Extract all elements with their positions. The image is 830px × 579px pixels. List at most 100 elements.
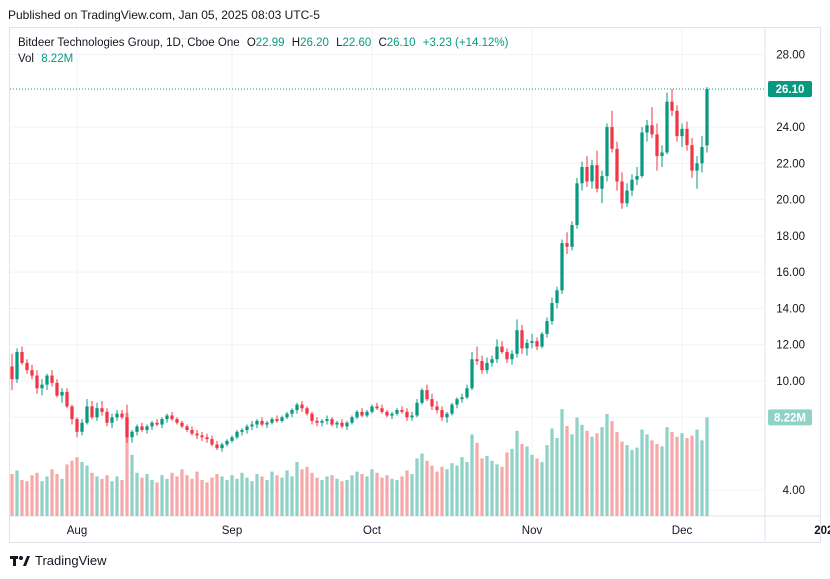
volume-bar: [250, 481, 254, 516]
volume-bar: [595, 433, 599, 516]
price-tick-label: 12.00: [776, 340, 805, 352]
candle-body: [145, 426, 149, 430]
volume-bar: [130, 454, 134, 516]
candle-body: [215, 444, 219, 449]
candle-body: [335, 422, 339, 425]
candle-body: [140, 426, 144, 430]
volume-bar: [60, 478, 64, 516]
volume-bar: [475, 442, 479, 516]
candle-body: [310, 413, 314, 421]
volume-bar: [610, 421, 614, 516]
volume-bar: [435, 471, 439, 516]
candle-body: [350, 417, 354, 423]
volume-bar: [265, 480, 269, 516]
footer-brand: TradingView: [35, 553, 107, 568]
candle-body: [155, 422, 159, 425]
candle-body: [615, 148, 619, 182]
candle-body: [40, 384, 44, 389]
candle-body: [455, 399, 459, 405]
volume-bar: [190, 478, 194, 516]
candle-body: [510, 353, 514, 360]
candle-body: [340, 422, 344, 427]
volume-bar: [390, 478, 394, 516]
volume-bar: [525, 446, 529, 516]
price-tick-label: 4.00: [783, 485, 805, 497]
volume-bar: [260, 476, 264, 516]
volume-bar: [355, 471, 359, 516]
time-tick-label: 2025: [814, 525, 830, 537]
candle-body: [200, 435, 204, 438]
grid-lines: [10, 28, 828, 543]
candle-body: [555, 290, 559, 304]
volume-bar: [515, 430, 519, 516]
candle-body: [620, 181, 624, 204]
volume-bar: [175, 476, 179, 516]
volume-bar: [40, 481, 44, 516]
volume-bar: [640, 429, 644, 516]
volume-bar: [140, 477, 144, 516]
legend-symbol: Bitdeer Technologies Group, 1D, Cboe One: [18, 37, 240, 49]
candle-body: [130, 431, 134, 438]
volume-bar: [120, 480, 124, 516]
volume-bar: [180, 469, 184, 516]
volume-bar: [210, 477, 214, 516]
candle-body: [285, 413, 289, 418]
volume-bar: [590, 436, 594, 516]
volume-bar: [385, 475, 389, 516]
volume-bar: [420, 453, 424, 516]
candle-body: [490, 359, 494, 363]
volume-bar: [430, 465, 434, 516]
candle-body: [570, 225, 574, 247]
volume-bar: [455, 465, 459, 516]
candle-body: [370, 406, 374, 412]
candle-body: [120, 413, 124, 418]
footer[interactable]: TradingView: [10, 553, 107, 568]
volume-bar: [75, 457, 79, 516]
price-tick-label: 14.00: [776, 303, 805, 315]
last-volume-label: 8.22M: [774, 412, 806, 424]
candle-body: [515, 330, 519, 354]
candle-body: [60, 391, 64, 396]
candle-body: [505, 352, 509, 360]
volume-bar: [150, 480, 154, 516]
candle-body: [175, 419, 179, 423]
volume-bar: [80, 462, 84, 516]
volume-bar: [565, 426, 569, 516]
candle-body: [150, 422, 154, 427]
candlestick-chart[interactable]: 4.008.0010.0012.0014.0016.0018.0020.0022…: [0, 0, 830, 545]
candle-body: [280, 417, 284, 421]
last-value-markers: 26.10 8.22M: [10, 80, 812, 426]
legend-close-label: C: [378, 37, 387, 49]
last-price-badge: [768, 80, 812, 97]
volume-bar: [670, 432, 674, 516]
candle-body: [585, 166, 589, 182]
candle-body: [655, 134, 659, 157]
volume-bar: [505, 452, 509, 516]
candle-body: [590, 165, 594, 182]
candle-body: [625, 190, 629, 204]
volume-bar: [445, 469, 449, 516]
candle-body: [290, 410, 294, 414]
volume-bar: [320, 480, 324, 516]
volume-bars: [10, 409, 709, 516]
volume-bar: [235, 478, 239, 516]
candle-body: [260, 420, 264, 425]
candle-body: [230, 437, 234, 441]
volume-bar: [480, 458, 484, 516]
candle-body: [380, 408, 384, 412]
volume-bar: [310, 472, 314, 516]
volume-bar: [535, 458, 539, 516]
time-tick-label: Nov: [522, 525, 543, 537]
candle-body: [165, 415, 169, 420]
volume-bar: [280, 477, 284, 516]
candle-body: [600, 176, 604, 189]
candle-body: [220, 444, 224, 449]
legend-low: 22.60: [342, 37, 372, 49]
candle-body: [535, 341, 539, 347]
candle-body: [485, 362, 489, 371]
volume-bar: [405, 470, 409, 516]
candle-body: [580, 166, 584, 184]
volume-bar: [170, 472, 174, 516]
volume-bar: [135, 472, 139, 516]
candle-body: [465, 388, 469, 398]
